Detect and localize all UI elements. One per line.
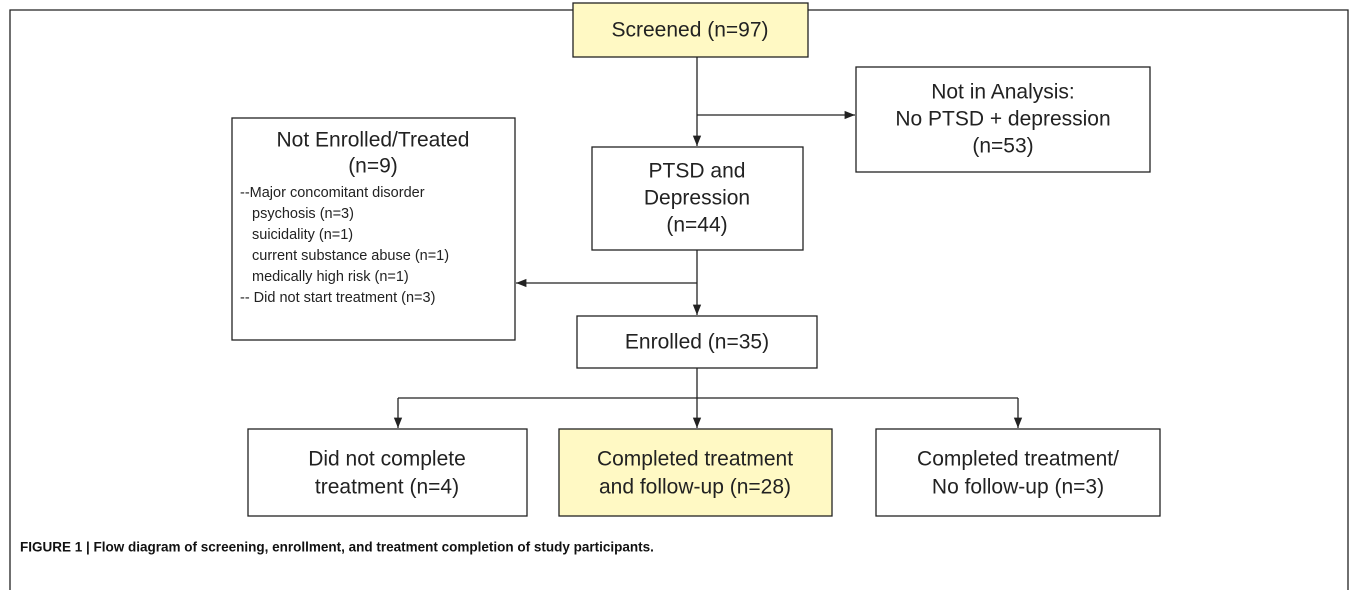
node-label: No PTSD + depression (895, 108, 1110, 131)
node-detail: psychosis (n=3) (252, 206, 354, 222)
node-label: Completed treatment (597, 448, 793, 471)
node-label: (n=53) (972, 135, 1033, 158)
node-detail: --Major concomitant disorder (240, 185, 425, 201)
node-label: Not in Analysis: (931, 81, 1075, 104)
node-completed-no-follow-up: Completed treatment/ No follow-up (n=3) (875, 428, 1161, 517)
node-ptsd-depression: PTSD and Depression (n=44) (591, 146, 804, 251)
caption: FIGURE 1 | Flow diagram of screening, en… (20, 540, 654, 555)
node-label: Enrolled (n=35) (625, 331, 769, 354)
node-enrolled: Enrolled (n=35) (576, 315, 818, 369)
node-label: Did not complete (308, 448, 466, 471)
node-label: treatment (n=4) (315, 476, 459, 499)
node-did-not-complete: Did not complete treatment (n=4) (247, 428, 528, 517)
node-screened: Screened (n=97) (572, 2, 809, 58)
connectors (393, 57, 1023, 428)
node-completed-follow-up: Completed treatment and follow-up (n=28) (558, 428, 833, 517)
node-label: (n=9) (348, 155, 398, 178)
node-label: Completed treatment/ (917, 448, 1119, 471)
node-detail: suicidality (n=1) (252, 227, 353, 243)
node-label: and follow-up (n=28) (599, 476, 791, 499)
node-not-enrolled: Not Enrolled/Treated (n=9) --Major conco… (231, 117, 516, 341)
node-not-in-analysis: Not in Analysis: No PTSD + depression (n… (855, 66, 1151, 173)
node-label: No follow-up (n=3) (932, 476, 1104, 499)
node-label: Depression (644, 187, 750, 210)
node-label: PTSD and (649, 160, 746, 183)
node-label: Not Enrolled/Treated (277, 129, 470, 152)
node-detail: medically high risk (n=1) (252, 269, 409, 285)
node-label: (n=44) (666, 214, 727, 237)
node-detail: -- Did not start treatment (n=3) (240, 290, 435, 306)
node-label: Screened (n=97) (611, 19, 768, 42)
node-detail: current substance abuse (n=1) (252, 248, 449, 264)
